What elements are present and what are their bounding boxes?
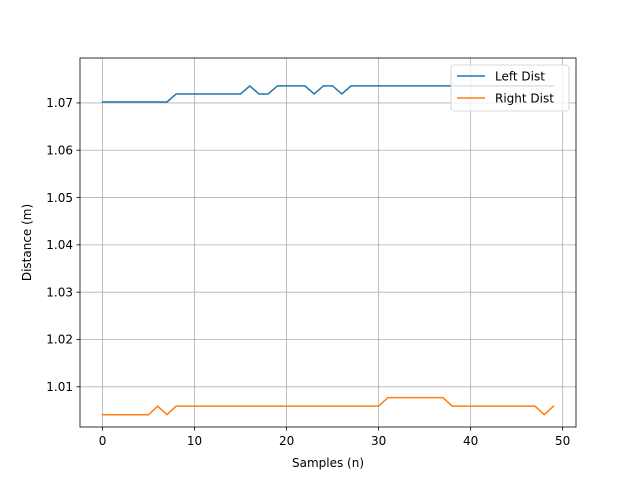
x-tick-label: 40 bbox=[463, 434, 478, 448]
x-tick-label: 20 bbox=[279, 434, 294, 448]
x-tick-label: 10 bbox=[187, 434, 202, 448]
series-line-right-dist bbox=[101, 396, 555, 416]
x-tick-label: 50 bbox=[555, 434, 570, 448]
plot-area bbox=[80, 58, 576, 427]
y-axis: 1.01 1.02 1.03 1.04 1.05 1.06 1.07 bbox=[46, 96, 80, 394]
x-axis: 0 10 20 30 40 50 bbox=[99, 427, 570, 448]
y-tick-label: 1.04 bbox=[46, 238, 73, 252]
x-axis-label: Samples (n) bbox=[292, 456, 364, 470]
y-tick-label: 1.03 bbox=[46, 285, 73, 299]
y-tick-label: 1.05 bbox=[46, 191, 73, 205]
legend-label-left-dist: Left Dist bbox=[495, 69, 545, 83]
y-tick-label: 1.02 bbox=[46, 333, 73, 347]
x-tick-label: 0 bbox=[99, 434, 107, 448]
legend: Left Dist Right Dist bbox=[450, 64, 570, 112]
y-tick-label: 1.06 bbox=[46, 143, 73, 157]
y-tick-label: 1.07 bbox=[46, 96, 73, 110]
y-tick-label: 1.01 bbox=[46, 380, 73, 394]
plot-frame bbox=[79, 57, 577, 428]
legend-label-right-dist: Right Dist bbox=[495, 91, 554, 105]
y-axis-label: Distance (m) bbox=[20, 204, 34, 281]
x-tick-label: 30 bbox=[371, 434, 386, 448]
grid-lines bbox=[80, 58, 576, 427]
